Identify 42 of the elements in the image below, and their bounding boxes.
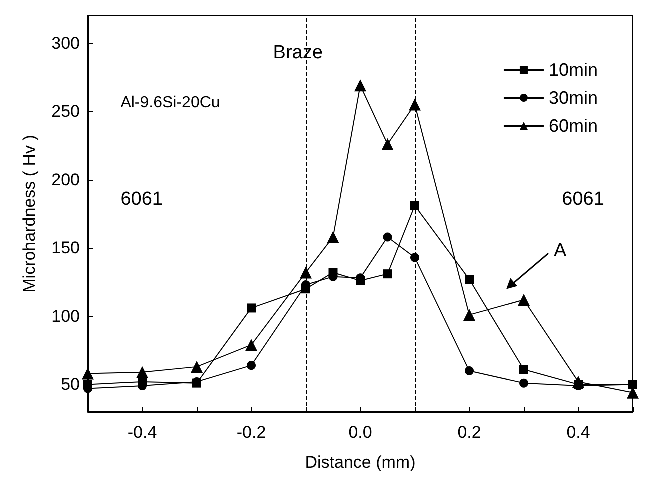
y-tick-label: 100 [52, 306, 80, 326]
point [520, 378, 528, 388]
point [465, 366, 474, 376]
point [464, 309, 476, 322]
y-tick-label: 300 [52, 34, 80, 53]
point [409, 98, 421, 111]
annotation: Braze [273, 42, 323, 64]
y-tick-label: 250 [52, 102, 80, 122]
point [410, 201, 420, 210]
point [518, 294, 530, 306]
y-tick-label: 200 [52, 170, 80, 190]
x-tick-label: -0.2 [236, 423, 266, 442]
y-axis-title: Microhardness ( Hv ) [20, 135, 39, 293]
x-tick-label: 0.0 [348, 423, 372, 442]
legend-label: 30min [548, 88, 598, 108]
point [465, 275, 474, 284]
point [246, 339, 258, 352]
legend-label: 10min [548, 60, 598, 80]
x-tick-label: 0.4 [566, 423, 590, 442]
x-axis-title: Distance (mm) [305, 453, 416, 472]
point [247, 304, 256, 313]
point [383, 232, 392, 242]
point [247, 361, 256, 370]
point [383, 270, 392, 279]
x-tick-label: 0.2 [458, 423, 482, 442]
annotation: A [554, 240, 567, 262]
point [327, 231, 340, 244]
legend-label: 60min [548, 116, 598, 136]
annotation: 6061 [120, 189, 163, 210]
point [191, 360, 203, 373]
point [300, 266, 312, 279]
y-tick-label: 50 [61, 375, 80, 394]
y-tick-label: 150 [52, 238, 80, 258]
point [572, 376, 584, 388]
annotation: Al-9.6Si-20Cu [120, 94, 220, 112]
point [520, 365, 528, 374]
point [136, 366, 148, 378]
point [382, 138, 394, 150]
point [354, 80, 366, 92]
point [82, 368, 94, 380]
x-tick-label: -0.4 [128, 423, 158, 442]
annotation: 6061 [562, 189, 604, 210]
